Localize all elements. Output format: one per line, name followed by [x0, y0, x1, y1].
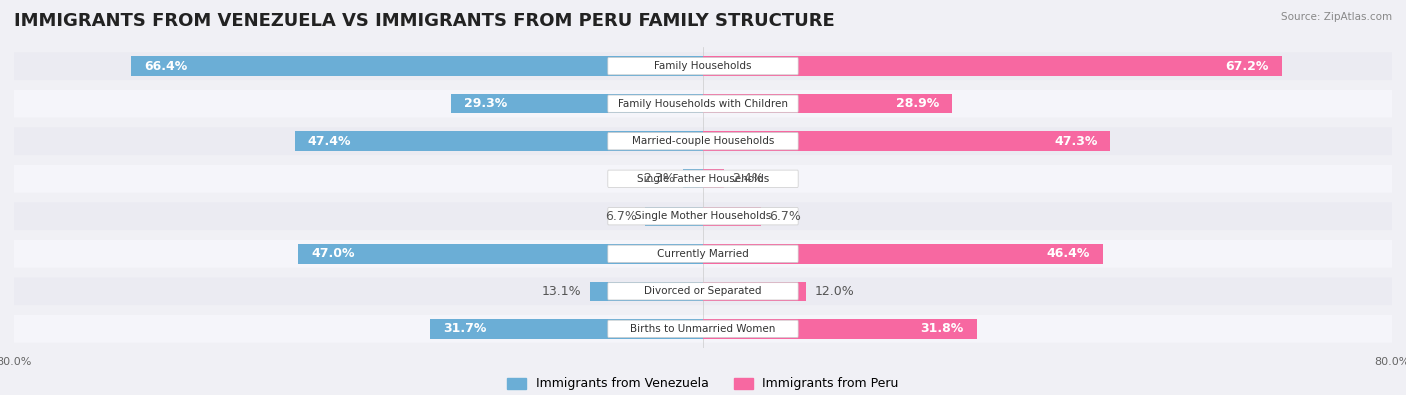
FancyBboxPatch shape — [14, 202, 1392, 230]
Bar — [683, 169, 703, 188]
Text: 31.7%: 31.7% — [443, 322, 486, 335]
Text: 46.4%: 46.4% — [1046, 247, 1090, 260]
Text: 2.3%: 2.3% — [643, 172, 675, 185]
FancyBboxPatch shape — [14, 90, 1392, 118]
Bar — [703, 56, 1282, 76]
Text: 47.0%: 47.0% — [311, 247, 354, 260]
Text: Currently Married: Currently Married — [657, 249, 749, 259]
FancyBboxPatch shape — [14, 315, 1392, 343]
Bar — [591, 282, 703, 301]
FancyBboxPatch shape — [607, 133, 799, 150]
FancyBboxPatch shape — [607, 320, 799, 337]
Bar — [298, 244, 703, 263]
Text: 66.4%: 66.4% — [143, 60, 187, 73]
FancyBboxPatch shape — [607, 245, 799, 262]
FancyBboxPatch shape — [14, 52, 1392, 80]
Text: 13.1%: 13.1% — [541, 285, 582, 298]
Bar — [645, 207, 703, 226]
Text: 47.4%: 47.4% — [308, 135, 352, 148]
FancyBboxPatch shape — [607, 95, 799, 112]
Text: IMMIGRANTS FROM VENEZUELA VS IMMIGRANTS FROM PERU FAMILY STRUCTURE: IMMIGRANTS FROM VENEZUELA VS IMMIGRANTS … — [14, 12, 835, 30]
Text: Source: ZipAtlas.com: Source: ZipAtlas.com — [1281, 12, 1392, 22]
FancyBboxPatch shape — [14, 165, 1392, 193]
FancyBboxPatch shape — [607, 58, 799, 75]
FancyBboxPatch shape — [14, 240, 1392, 268]
Bar — [703, 282, 807, 301]
FancyBboxPatch shape — [14, 127, 1392, 155]
Text: 2.4%: 2.4% — [733, 172, 763, 185]
FancyBboxPatch shape — [607, 283, 799, 300]
Bar — [451, 94, 703, 113]
Text: 29.3%: 29.3% — [464, 97, 506, 110]
Bar — [430, 319, 703, 339]
Text: Births to Unmarried Women: Births to Unmarried Women — [630, 324, 776, 334]
Bar — [703, 319, 977, 339]
Text: Family Households: Family Households — [654, 61, 752, 71]
Text: 12.0%: 12.0% — [815, 285, 855, 298]
FancyBboxPatch shape — [607, 170, 799, 187]
Text: Married-couple Households: Married-couple Households — [631, 136, 775, 146]
FancyBboxPatch shape — [607, 208, 799, 225]
Bar — [703, 244, 1102, 263]
Text: 67.2%: 67.2% — [1226, 60, 1268, 73]
Bar — [295, 132, 703, 151]
Text: Single Mother Households: Single Mother Households — [636, 211, 770, 221]
Text: 31.8%: 31.8% — [921, 322, 965, 335]
FancyBboxPatch shape — [14, 277, 1392, 305]
Text: 6.7%: 6.7% — [769, 210, 801, 223]
Bar — [703, 94, 952, 113]
Bar — [703, 207, 761, 226]
Text: 6.7%: 6.7% — [605, 210, 637, 223]
Bar — [703, 169, 724, 188]
Bar — [703, 132, 1111, 151]
Legend: Immigrants from Venezuela, Immigrants from Peru: Immigrants from Venezuela, Immigrants fr… — [502, 372, 904, 395]
Text: Single Father Households: Single Father Households — [637, 174, 769, 184]
Bar — [131, 56, 703, 76]
Text: 47.3%: 47.3% — [1054, 135, 1098, 148]
Text: Family Households with Children: Family Households with Children — [619, 99, 787, 109]
Text: 28.9%: 28.9% — [896, 97, 939, 110]
Text: Divorced or Separated: Divorced or Separated — [644, 286, 762, 296]
